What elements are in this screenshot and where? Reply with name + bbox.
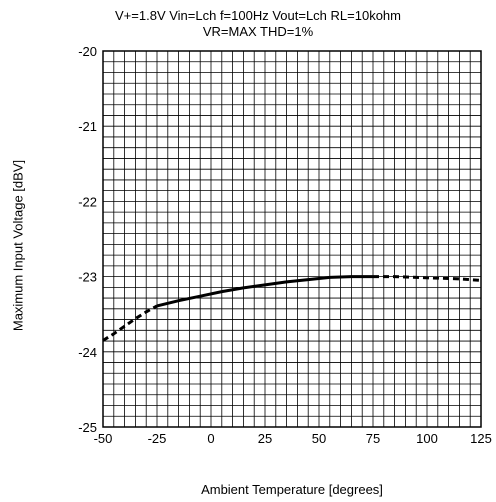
x-tick-label: 125	[470, 431, 492, 446]
y-tick-label: -25	[78, 420, 97, 435]
x-tick-label: 25	[258, 431, 272, 446]
series-line-3-dashed	[373, 275, 482, 282]
x-tick-label: 100	[416, 431, 438, 446]
chart-title-line-1: V+=1.8V Vin=Lch f=100Hz Vout=Lch RL=10ko…	[115, 8, 401, 23]
x-tick-label: 0	[207, 431, 214, 446]
series-line-1-dashed	[102, 304, 158, 342]
series-line-2-solid	[156, 275, 373, 308]
y-tick-label: -23	[78, 270, 97, 285]
plot-frame	[102, 50, 482, 428]
x-tick-label: -50	[94, 431, 113, 446]
x-axis-label: Ambient Temperature [degrees]	[201, 482, 383, 497]
x-tick-label: 75	[366, 431, 380, 446]
series	[102, 275, 482, 342]
y-tick-label: -24	[78, 345, 97, 360]
y-tick-label: -22	[78, 194, 97, 209]
x-tick-label: 50	[312, 431, 326, 446]
grid	[103, 51, 481, 427]
tick-labels: -50 -25 0 25 50 75 100 125-25-24-23-22-21-20	[78, 44, 492, 446]
chart-title-line-2: VR=MAX THD=1%	[202, 24, 314, 39]
y-tick-label: -20	[78, 44, 97, 59]
y-tick-label: -21	[78, 119, 97, 134]
y-axis-label: Maximum Input Voltage [dBV]	[10, 159, 26, 332]
x-tick-label: -25	[148, 431, 167, 446]
